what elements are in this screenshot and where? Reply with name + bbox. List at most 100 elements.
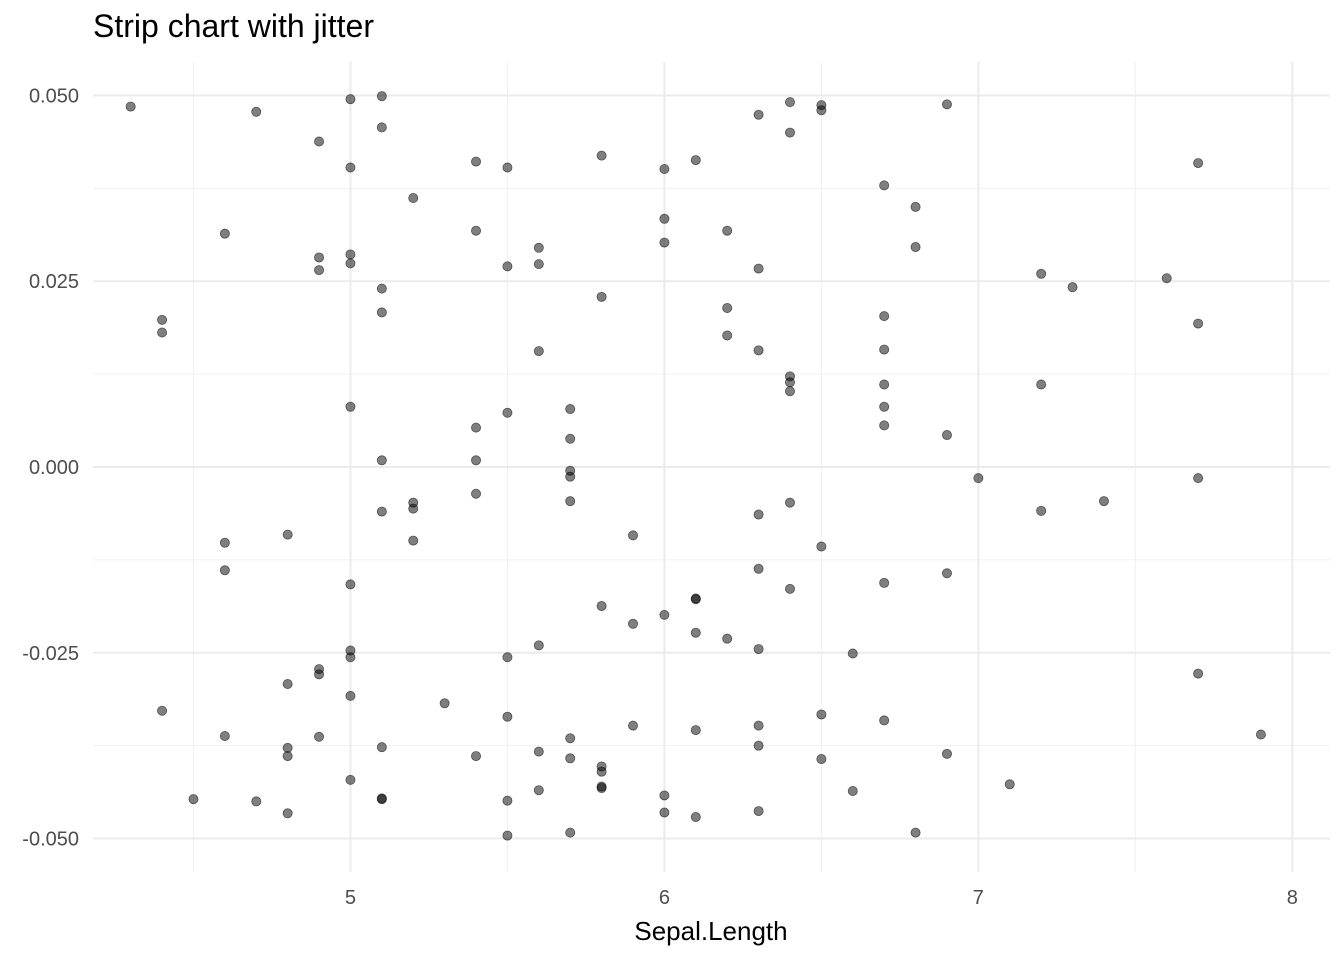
data-point — [596, 783, 607, 794]
x-axis-title: Sepal.Length — [634, 916, 787, 946]
data-point — [471, 488, 482, 499]
data-point — [910, 201, 921, 212]
data-point — [1067, 282, 1078, 293]
data-point — [376, 455, 387, 466]
data-point — [157, 705, 168, 716]
data-point — [1193, 473, 1204, 484]
data-point — [784, 497, 795, 508]
data-point — [345, 401, 356, 412]
data-point — [345, 774, 356, 785]
data-point — [157, 327, 168, 338]
data-point — [439, 698, 450, 709]
data-point — [565, 733, 576, 744]
x-tick-label: 7 — [973, 887, 984, 909]
y-tick-label: 0.000 — [29, 457, 79, 479]
data-point — [219, 537, 230, 548]
data-point — [345, 258, 356, 269]
data-point — [879, 420, 890, 431]
x-tick-label: 6 — [659, 887, 670, 909]
data-point — [659, 164, 670, 175]
data-point — [282, 529, 293, 540]
data-point — [1036, 379, 1047, 390]
data-point — [973, 473, 984, 484]
data-point — [722, 302, 733, 313]
data-point — [659, 790, 670, 801]
data-point — [219, 731, 230, 742]
data-point — [565, 827, 576, 838]
data-point — [659, 237, 670, 248]
data-point — [816, 105, 827, 116]
data-point — [125, 101, 136, 112]
data-point — [219, 228, 230, 239]
data-point — [314, 252, 325, 263]
data-point — [722, 633, 733, 644]
data-point — [659, 213, 670, 224]
data-point — [345, 579, 356, 590]
data-point — [879, 344, 890, 355]
y-tick-label: 0.050 — [29, 85, 79, 107]
data-point — [753, 263, 764, 274]
chart-title: Strip chart with jitter — [93, 8, 374, 44]
grid-lines — [93, 62, 1330, 872]
data-point — [879, 715, 890, 726]
data-point — [1161, 273, 1172, 284]
data-point — [941, 748, 952, 759]
data-point — [314, 669, 325, 680]
data-point — [1193, 668, 1204, 679]
data-point — [753, 806, 764, 817]
data-point — [565, 496, 576, 507]
data-point — [502, 162, 513, 173]
data-point — [314, 136, 325, 147]
y-tick-label: 0.025 — [29, 271, 79, 293]
data-point — [816, 709, 827, 720]
data-point — [502, 830, 513, 841]
data-point — [628, 618, 639, 629]
data-point — [314, 731, 325, 742]
data-point — [502, 652, 513, 663]
data-point — [910, 242, 921, 253]
data-point — [502, 261, 513, 272]
data-point — [753, 563, 764, 574]
data-point — [533, 785, 544, 796]
data-point — [408, 192, 419, 203]
x-tick-label: 5 — [345, 887, 356, 909]
data-point — [314, 265, 325, 276]
data-point — [565, 404, 576, 415]
data-point — [1036, 505, 1047, 516]
x-tick-label: 8 — [1287, 887, 1298, 909]
data-point — [784, 583, 795, 594]
data-point — [345, 162, 356, 173]
data-point — [879, 311, 890, 322]
data-point — [188, 794, 199, 805]
data-point — [471, 422, 482, 433]
data-point — [753, 720, 764, 731]
data-point — [628, 530, 639, 541]
data-point — [784, 97, 795, 108]
data-point — [376, 91, 387, 102]
data-point — [753, 345, 764, 356]
data-point — [847, 648, 858, 659]
data-point — [941, 430, 952, 441]
data-point — [879, 577, 890, 588]
data-point — [659, 609, 670, 620]
data-point — [345, 249, 356, 260]
data-point — [910, 827, 921, 838]
y-tick-label: -0.050 — [22, 829, 79, 851]
data-point — [784, 377, 795, 388]
data-point — [533, 259, 544, 270]
data-point — [376, 506, 387, 517]
data-point — [471, 455, 482, 466]
data-point — [1255, 729, 1266, 740]
data-point — [282, 751, 293, 762]
data-point — [345, 94, 356, 105]
data-point — [376, 742, 387, 753]
data-point — [722, 225, 733, 236]
data-point — [565, 471, 576, 482]
data-point — [219, 565, 230, 576]
data-point — [690, 627, 701, 638]
data-point — [847, 786, 858, 797]
data-point — [1193, 318, 1204, 329]
data-point — [596, 600, 607, 611]
data-point — [879, 379, 890, 390]
